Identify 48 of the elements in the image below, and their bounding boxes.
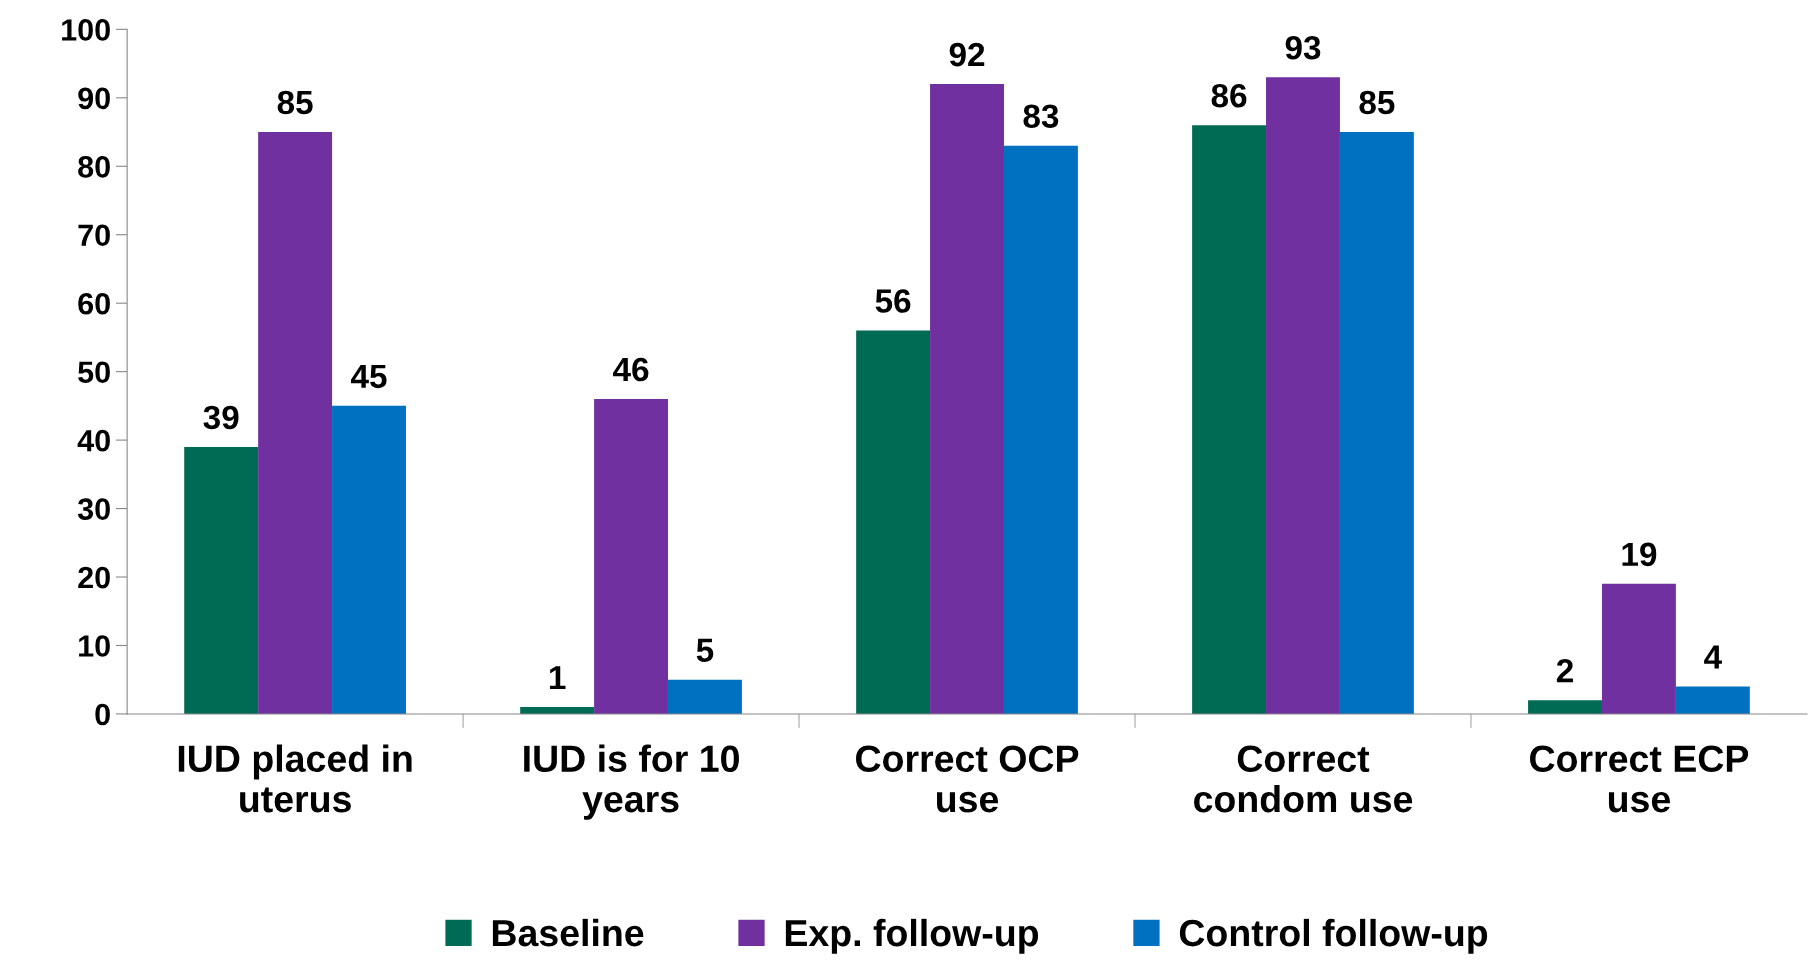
data-label: 39 xyxy=(203,405,239,430)
y-tick-label: 90 xyxy=(78,87,110,110)
data-label: 46 xyxy=(613,357,649,382)
bar xyxy=(1192,125,1267,714)
bar xyxy=(668,679,742,714)
bar xyxy=(1266,77,1340,714)
data-label: 5 xyxy=(696,638,714,663)
x-tick-label: Correct OCP use xyxy=(856,745,1079,813)
y-tick-label: 60 xyxy=(78,292,110,315)
data-label: 92 xyxy=(949,42,985,67)
y-tick-label: 50 xyxy=(78,361,110,384)
legend-label: Baseline xyxy=(492,918,644,947)
x-tick-label: IUD is for 10 years xyxy=(524,744,739,820)
bar xyxy=(594,399,669,714)
y-tick-label: 40 xyxy=(77,429,110,452)
legend-label: Control follow-up xyxy=(1179,918,1488,954)
data-label: 83 xyxy=(1023,104,1059,129)
bar xyxy=(1339,132,1414,714)
data-label: 4 xyxy=(1704,645,1722,669)
bar xyxy=(930,84,1004,714)
bar xyxy=(856,330,931,714)
bar xyxy=(184,446,259,714)
data-label: 2 xyxy=(1556,658,1573,683)
bar xyxy=(1601,583,1676,714)
y-tick-label: 80 xyxy=(78,156,110,178)
y-tick-label: 30 xyxy=(77,498,110,520)
data-label: 45 xyxy=(350,364,387,389)
y-tick-label: 10 xyxy=(79,635,110,657)
data-label: 56 xyxy=(875,289,911,313)
data-label: 85 xyxy=(1359,90,1395,115)
x-tick-label: Correct condom use xyxy=(1194,745,1413,813)
y-tick-label: 70 xyxy=(78,224,110,247)
y-tick-label: 0 xyxy=(95,703,110,726)
data-label: 86 xyxy=(1211,83,1247,108)
data-label: 1 xyxy=(549,666,566,690)
bar xyxy=(1528,700,1602,714)
bar xyxy=(332,405,406,714)
legend-label: Exp. follow-up xyxy=(785,918,1039,954)
bar xyxy=(1675,686,1750,714)
y-tick-label: 20 xyxy=(78,566,110,589)
x-tick-label: IUD placed in uterus xyxy=(178,744,412,813)
data-label: 85 xyxy=(277,90,313,115)
x-tick-label: Correct ECP use xyxy=(1530,745,1749,813)
y-tick-label: 100 xyxy=(62,19,110,41)
bar xyxy=(1003,145,1078,714)
data-label: 19 xyxy=(1622,542,1657,567)
bar xyxy=(258,132,333,714)
data-label: 93 xyxy=(1285,35,1321,60)
